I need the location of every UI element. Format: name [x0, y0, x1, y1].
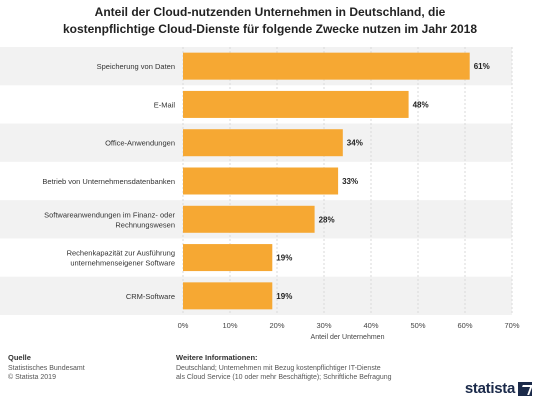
x-axis-label: Anteil der Unternehmen — [311, 334, 385, 341]
bar — [183, 129, 343, 157]
logo-text: statista — [464, 380, 515, 397]
data-label: 19% — [276, 292, 292, 301]
statista-logo[interactable]: statista — [465, 380, 532, 397]
data-label: 34% — [347, 139, 363, 148]
tick-label: 20% — [269, 321, 284, 330]
bar — [183, 205, 315, 233]
bar — [183, 52, 470, 80]
bar — [183, 90, 409, 118]
statista-mark-icon — [518, 381, 532, 396]
bar-chart: 61% Speicherung von Daten 48% E-Mail 34% Offi… — [0, 47, 520, 341]
copyright-line: © Statista 2019 — [8, 374, 56, 381]
category-label: unternehmenseigener Software — [70, 259, 175, 268]
category-label: Betrieb von Unternehmensdatenbanken — [42, 177, 175, 186]
footer: Quelle Statistisches Bundesamt © Statist… — [0, 346, 540, 401]
bar — [183, 167, 339, 195]
data-label: 48% — [413, 100, 429, 109]
data-label: 19% — [276, 254, 292, 263]
bar — [183, 282, 273, 310]
info-block: Weitere Informationen: Deutschland; Unte… — [176, 353, 392, 382]
category-label: CRM-Software — [126, 292, 175, 301]
category-label: Office-Anwendungen — [105, 139, 175, 148]
chart-title-line-1: Anteil der Cloud-nutzenden Unternehmen i… — [94, 5, 446, 19]
data-label: 33% — [342, 177, 358, 186]
source-line: Statistisches Bundesamt — [8, 365, 85, 372]
tick-label: 60% — [457, 321, 472, 330]
source-heading: Quelle — [8, 353, 31, 362]
info-line: als Cloud Service (10 oder mehr Beschäft… — [176, 374, 392, 381]
category-label: Rechnungswesen — [115, 220, 175, 229]
tick-label: 30% — [316, 321, 331, 330]
tick-label: 70% — [504, 321, 519, 330]
data-label: 28% — [319, 215, 335, 224]
chart-title-line-2: kostenpflichtige Cloud-Dienste für folge… — [62, 22, 478, 36]
data-label: 61% — [474, 62, 490, 71]
category-label: Softwareanwendungen im Finanz- oder — [44, 210, 175, 219]
source-block: Quelle Statistisches Bundesamt © Statist… — [8, 353, 85, 382]
chart-title: Anteil der Cloud-nutzenden Unternehmen i… — [0, 4, 540, 38]
info-line: Deutschland; Unternehmen mit Bezug koste… — [176, 365, 381, 372]
tick-label: 40% — [363, 321, 378, 330]
category-label: Rechenkapazität zur Ausführung — [67, 249, 175, 258]
category-label: Speicherung von Daten — [97, 62, 175, 71]
info-heading: Weitere Informationen: — [176, 353, 258, 362]
tick-label: 50% — [410, 321, 425, 330]
tick-label: 0% — [178, 321, 189, 330]
bar — [183, 244, 273, 272]
tick-label: 10% — [222, 321, 237, 330]
category-label: E-Mail — [154, 100, 176, 109]
